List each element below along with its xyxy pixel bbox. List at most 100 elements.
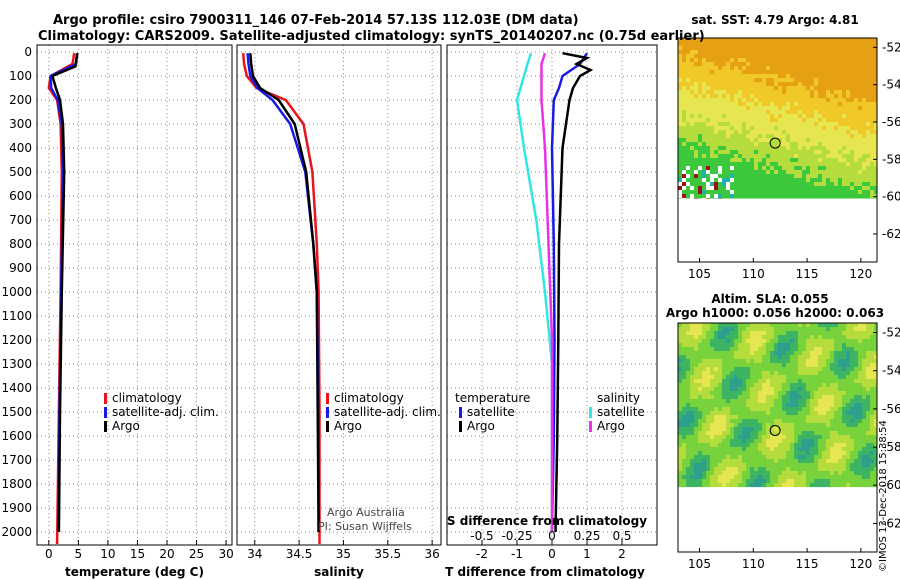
map-cell bbox=[854, 463, 858, 467]
map-cell bbox=[858, 459, 862, 463]
map-cell bbox=[742, 427, 746, 431]
map-cell bbox=[710, 162, 714, 166]
map-cell bbox=[826, 126, 830, 130]
map-cell bbox=[678, 331, 682, 335]
map-cell bbox=[802, 106, 806, 110]
map-cell bbox=[782, 158, 786, 162]
map-cell bbox=[786, 174, 790, 178]
map-cell bbox=[810, 94, 814, 98]
map-cell bbox=[794, 90, 798, 94]
map-cell bbox=[686, 435, 690, 439]
map-cell bbox=[866, 375, 870, 379]
map-cell bbox=[854, 182, 858, 186]
map-cell bbox=[698, 178, 702, 182]
map-cell bbox=[802, 323, 806, 327]
map-cell bbox=[774, 343, 778, 347]
map-cell bbox=[710, 146, 714, 150]
map-cell bbox=[762, 58, 766, 62]
map-cell bbox=[762, 451, 766, 455]
map-cell bbox=[870, 62, 874, 66]
map-cell bbox=[762, 190, 766, 194]
map-cell bbox=[778, 146, 782, 150]
map-cell bbox=[794, 395, 798, 399]
map-cell bbox=[746, 363, 750, 367]
map-cell bbox=[854, 479, 858, 483]
map-cell bbox=[702, 423, 706, 427]
map-cell bbox=[810, 351, 814, 355]
map-cell bbox=[678, 134, 682, 138]
map-cell bbox=[762, 134, 766, 138]
map-cell bbox=[758, 146, 762, 150]
map-cell bbox=[694, 130, 698, 134]
map-cell bbox=[830, 387, 834, 391]
map-cell bbox=[850, 459, 854, 463]
map-cell bbox=[786, 186, 790, 190]
map-cell bbox=[710, 475, 714, 479]
map-cell bbox=[826, 379, 830, 383]
map-cell bbox=[806, 194, 810, 198]
map-cell bbox=[678, 150, 682, 154]
map-cell bbox=[858, 174, 862, 178]
map-cell bbox=[834, 323, 838, 327]
map-cell bbox=[822, 371, 826, 375]
map-cell bbox=[870, 443, 874, 447]
map-cell bbox=[818, 443, 822, 447]
map-cell bbox=[722, 54, 726, 58]
map-cell bbox=[854, 102, 858, 106]
map-cell bbox=[794, 46, 798, 50]
map-cell bbox=[830, 170, 834, 174]
map-cell bbox=[794, 363, 798, 367]
map-cell bbox=[686, 451, 690, 455]
map-cell bbox=[814, 459, 818, 463]
map-cell bbox=[686, 142, 690, 146]
map-cell bbox=[838, 439, 842, 443]
map-cell bbox=[730, 74, 734, 78]
map-cell bbox=[830, 383, 834, 387]
map-cell bbox=[686, 178, 690, 182]
map-cell bbox=[698, 459, 702, 463]
legend-diff-title-salinity: salinity bbox=[597, 391, 640, 405]
map-cell bbox=[734, 122, 738, 126]
map-cell bbox=[874, 170, 877, 174]
map-cell bbox=[862, 126, 866, 130]
map-cell bbox=[746, 387, 750, 391]
map-cell bbox=[818, 351, 822, 355]
map-cell bbox=[854, 154, 858, 158]
map-cell bbox=[778, 42, 782, 46]
map-cell bbox=[874, 158, 877, 162]
map-cell bbox=[678, 146, 682, 150]
map-cell bbox=[802, 158, 806, 162]
map-cell bbox=[770, 70, 774, 74]
map-cell bbox=[870, 114, 874, 118]
map-cell bbox=[826, 375, 830, 379]
map-cell bbox=[766, 443, 770, 447]
map-cell bbox=[758, 343, 762, 347]
map-cell bbox=[814, 443, 818, 447]
map-cell bbox=[786, 94, 790, 98]
map-cell bbox=[858, 391, 862, 395]
legend-temperature-label: climatology bbox=[112, 391, 182, 405]
map-cell bbox=[730, 431, 734, 435]
map-cell bbox=[846, 66, 850, 70]
x-tick-label: 1 bbox=[583, 547, 591, 561]
x-tick-label: 25 bbox=[189, 547, 204, 561]
map-cell bbox=[798, 411, 802, 415]
map-cell bbox=[834, 359, 838, 363]
map-cell bbox=[850, 443, 854, 447]
map-cell bbox=[818, 42, 822, 46]
map-cell bbox=[794, 415, 798, 419]
map-cell bbox=[874, 118, 877, 122]
map-cell bbox=[830, 190, 834, 194]
map-cell bbox=[678, 182, 682, 186]
map-cell bbox=[722, 403, 726, 407]
map-cell bbox=[750, 162, 754, 166]
map-cell bbox=[874, 102, 877, 106]
map-cell bbox=[742, 415, 746, 419]
map-x-tick-label: 120 bbox=[849, 267, 872, 281]
map-cell bbox=[866, 38, 870, 42]
map-cell bbox=[858, 134, 862, 138]
map-cell bbox=[814, 347, 818, 351]
map-cell bbox=[846, 455, 850, 459]
map-cell bbox=[838, 467, 842, 471]
map-cell bbox=[774, 387, 778, 391]
